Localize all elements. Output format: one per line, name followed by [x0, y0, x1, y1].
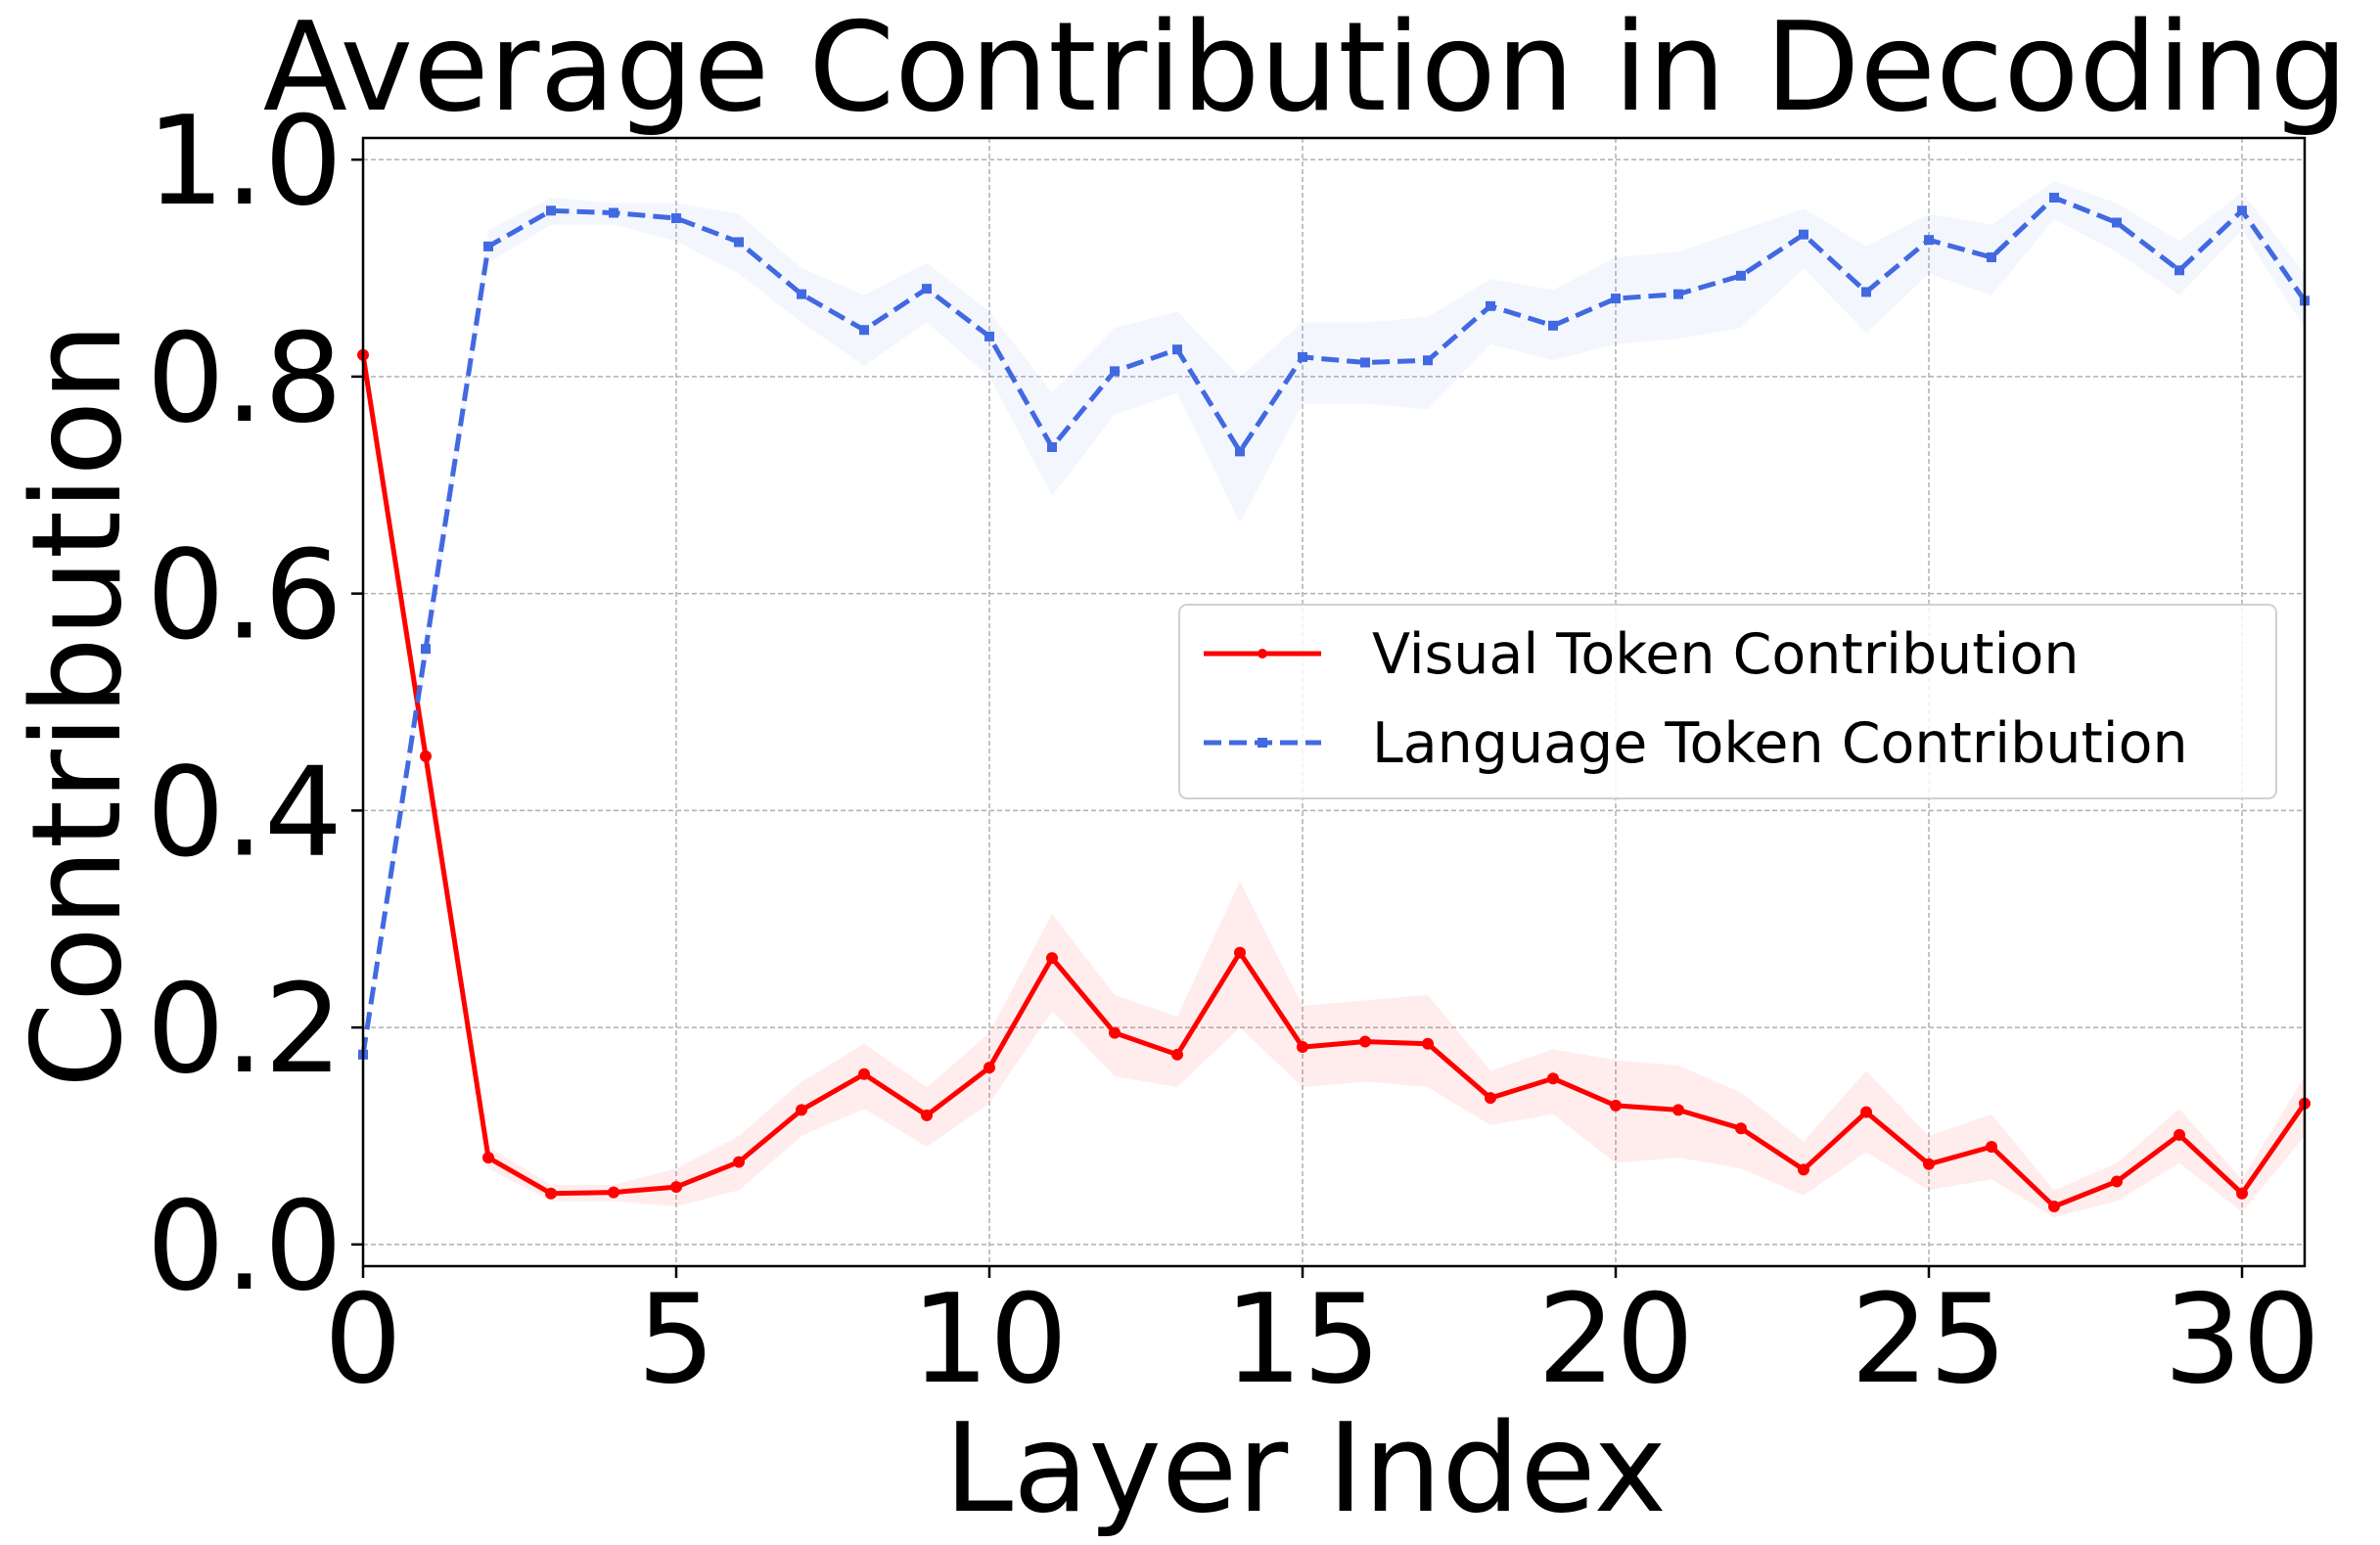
- legend-label-visual-token: Visual Token Contribution: [1372, 622, 2080, 687]
- data-point-visual-token: [1359, 1035, 1371, 1048]
- data-point-visual-token: [1798, 1163, 1809, 1176]
- data-point-visual-token: [1672, 1104, 1684, 1116]
- data-point-language-token: [1360, 357, 1370, 368]
- data-point-visual-token: [1422, 1037, 1434, 1050]
- data-point-language-token: [421, 644, 431, 655]
- y-tick-label: 1.0: [147, 89, 343, 233]
- y-tick-label: 0.8: [147, 306, 343, 450]
- data-point-visual-token: [796, 1104, 807, 1116]
- data-point-language-token: [1799, 229, 1808, 240]
- data-point-language-token: [2174, 265, 2184, 276]
- data-point-language-token: [2112, 217, 2122, 228]
- series-line-visual-token: [360, 354, 2308, 1209]
- data-point-language-token: [1110, 366, 1120, 377]
- data-point-visual-token: [1735, 1122, 1747, 1135]
- data-point-language-token: [483, 241, 493, 251]
- data-point-visual-token: [1986, 1141, 1997, 1154]
- data-point-language-token: [734, 237, 744, 248]
- y-tick-label: 0.0: [147, 1174, 343, 1318]
- x-tick-label: 0: [324, 1267, 402, 1411]
- data-point-language-token: [2237, 205, 2247, 216]
- data-point-language-token: [671, 213, 681, 224]
- data-point-visual-token: [608, 1186, 619, 1199]
- data-point-visual-token: [1046, 952, 1058, 965]
- data-point-language-token: [1235, 446, 1245, 457]
- data-point-visual-token: [1171, 1048, 1183, 1061]
- data-point-language-token: [1423, 355, 1433, 366]
- chart-title: Average Contribution in Decoding: [263, 0, 2349, 139]
- data-point-language-token: [1673, 289, 1683, 299]
- data-point-language-token: [1298, 351, 1307, 362]
- data-point-visual-token: [1610, 1099, 1622, 1112]
- data-point-language-token: [1861, 287, 1871, 297]
- x-axis-label: Layer Index: [944, 1396, 1667, 1540]
- data-point-language-token: [922, 284, 932, 295]
- data-point-visual-token: [733, 1156, 745, 1168]
- series-line-language-token: [360, 195, 2308, 1056]
- x-tick-label: 15: [1224, 1267, 1381, 1411]
- data-point-language-token: [2049, 192, 2059, 203]
- axis-ticks: 0 5 10 15 20 25 30 0.0 0.2 0.4 0.6 0.8 1.0: [147, 89, 2321, 1411]
- data-point-visual-token: [921, 1109, 933, 1121]
- x-tick-label: 5: [637, 1267, 715, 1411]
- data-point-language-token: [1548, 320, 1558, 331]
- data-point-language-token: [984, 331, 994, 341]
- data-point-language-token: [1924, 235, 1934, 246]
- data-point-visual-token: [1923, 1158, 1935, 1170]
- data-point-language-token: [1486, 300, 1495, 311]
- data-point-language-token: [1736, 270, 1746, 281]
- y-tick-label: 0.4: [147, 740, 343, 884]
- legend-label-language-token: Language Token Contribution: [1372, 711, 2188, 776]
- data-point-language-token: [1987, 251, 1996, 262]
- data-point-visual-token: [545, 1187, 557, 1200]
- data-point-language-token: [797, 289, 806, 299]
- data-point-language-token: [1172, 344, 1182, 355]
- data-point-language-token: [609, 207, 618, 218]
- plot-area-frame: [361, 136, 2307, 1268]
- data-point-visual-token: [2174, 1128, 2185, 1141]
- data-point-visual-token: [1860, 1106, 1872, 1118]
- x-tick-label: 20: [1537, 1267, 1694, 1411]
- data-point-language-token: [859, 325, 869, 336]
- data-point-visual-token: [420, 750, 432, 762]
- data-point-visual-token: [1485, 1092, 1496, 1105]
- legend-marker-language-token: [1258, 738, 1267, 748]
- data-point-visual-token: [2048, 1201, 2060, 1213]
- legend-box: [1178, 604, 2277, 799]
- y-tick-label: 0.6: [147, 523, 343, 667]
- data-point-visual-token: [2111, 1175, 2123, 1188]
- data-point-language-token: [1047, 441, 1057, 452]
- legend-marker-visual-token: [1258, 649, 1267, 659]
- x-tick-label: 10: [911, 1267, 1068, 1411]
- data-point-language-token: [1611, 294, 1621, 304]
- data-point-visual-token: [1547, 1072, 1559, 1085]
- data-point-visual-token: [984, 1062, 995, 1074]
- series-lines: [357, 192, 2311, 1213]
- data-point-visual-token: [2236, 1187, 2248, 1200]
- data-point-visual-token: [670, 1181, 682, 1194]
- data-point-visual-token: [1297, 1041, 1308, 1054]
- legend: Visual Token Contribution Language Token…: [1178, 604, 2277, 799]
- data-point-language-token: [546, 205, 556, 216]
- y-axis-label: Contribution: [5, 323, 149, 1088]
- y-tick-label: 0.2: [147, 957, 343, 1101]
- data-point-visual-token: [1234, 946, 1246, 959]
- data-point-visual-token: [1109, 1026, 1121, 1039]
- x-tick-label: 30: [2164, 1267, 2320, 1411]
- data-point-visual-token: [858, 1068, 870, 1080]
- x-tick-label: 25: [1851, 1267, 2007, 1411]
- data-point-visual-token: [482, 1152, 494, 1164]
- confidence-band-language-token: [363, 181, 2305, 1055]
